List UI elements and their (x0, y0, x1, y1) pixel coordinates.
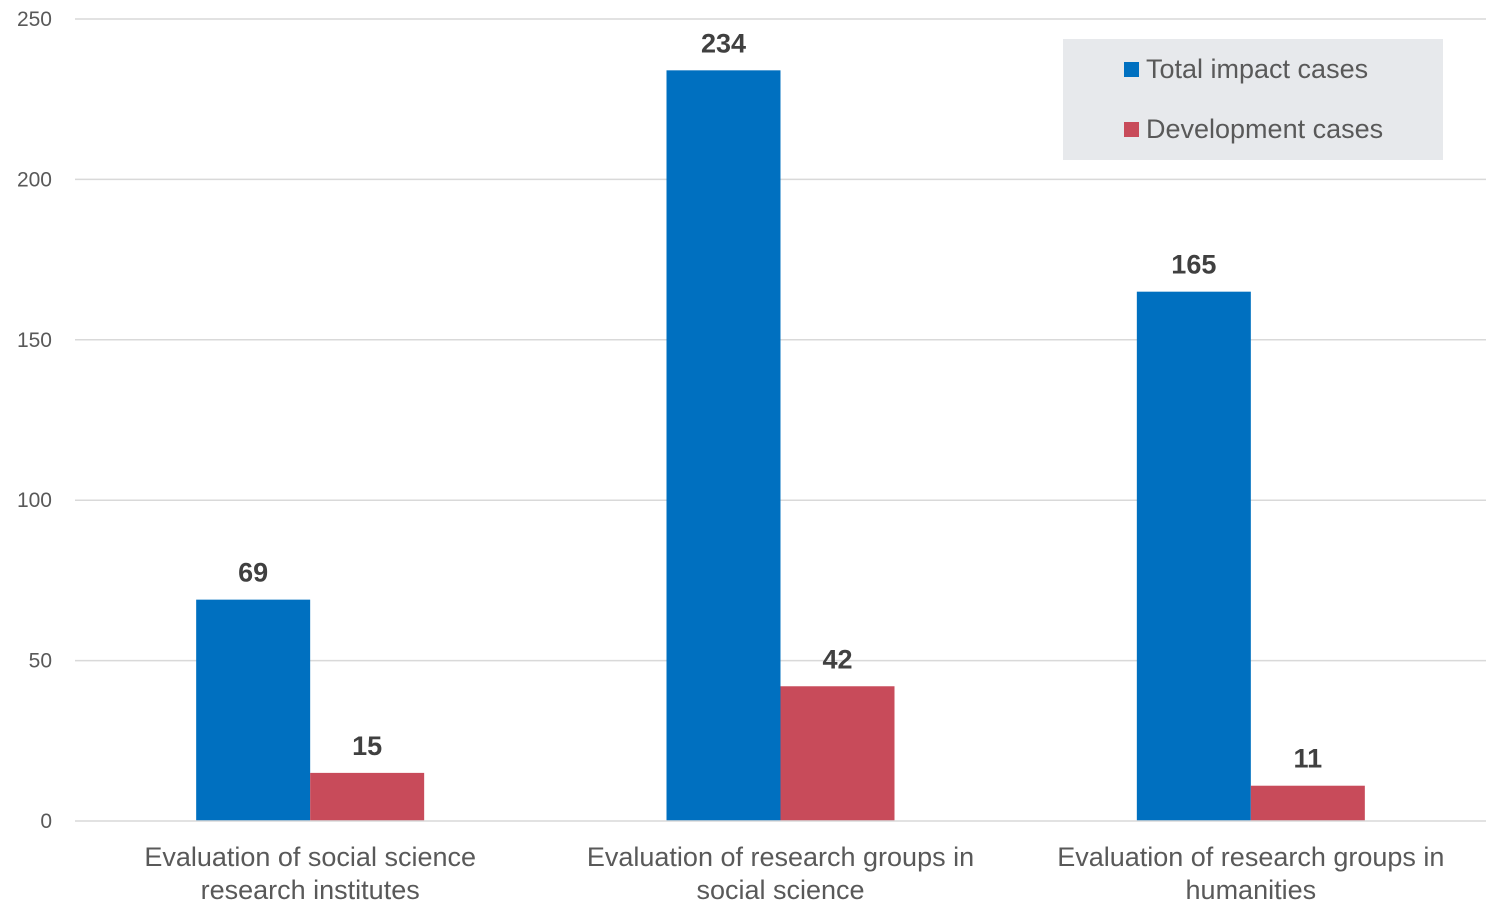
bars (196, 70, 1365, 821)
data-label: 15 (352, 731, 382, 761)
bar-development-3 (1250, 785, 1365, 821)
data-label: 11 (1294, 744, 1323, 774)
y-tick-label: 250 (17, 8, 52, 31)
data-labels: 69 15 234 42 165 11 (238, 28, 1322, 773)
category-label: Evaluation of research groups in (587, 842, 974, 872)
legend-entry: Development cases (1146, 114, 1383, 144)
data-label: 69 (238, 558, 268, 588)
y-tick-label: 200 (17, 168, 52, 191)
bar-total-impact-1 (196, 599, 311, 821)
y-tick-label: 100 (17, 489, 52, 512)
y-tick-label: 150 (17, 329, 52, 352)
legend-entry: Total impact cases (1146, 54, 1368, 84)
category-label: social science (696, 875, 864, 903)
bar-development-2 (780, 686, 895, 821)
category-label: Evaluation of research groups in (1057, 842, 1444, 872)
category-labels: Evaluation of social science research ins… (144, 842, 1444, 903)
data-label: 42 (822, 644, 852, 674)
y-axis-ticks: 0 50 100 150 200 250 (17, 8, 52, 833)
category-label: research institutes (201, 875, 420, 903)
bar-total-impact-3 (1136, 291, 1251, 821)
legend-swatch (1124, 122, 1139, 137)
y-tick-label: 50 (29, 650, 52, 673)
category-label: humanities (1186, 875, 1317, 903)
category-label: Evaluation of social science (144, 842, 476, 872)
legend-background (1063, 39, 1443, 160)
legend: Total impact cases Development cases (1063, 39, 1443, 160)
legend-swatch (1124, 62, 1139, 77)
bar-development-1 (310, 772, 425, 821)
y-tick-label: 0 (40, 810, 52, 833)
bar-total-impact-2 (666, 70, 781, 821)
data-label: 234 (701, 28, 746, 58)
data-label: 165 (1171, 250, 1216, 280)
